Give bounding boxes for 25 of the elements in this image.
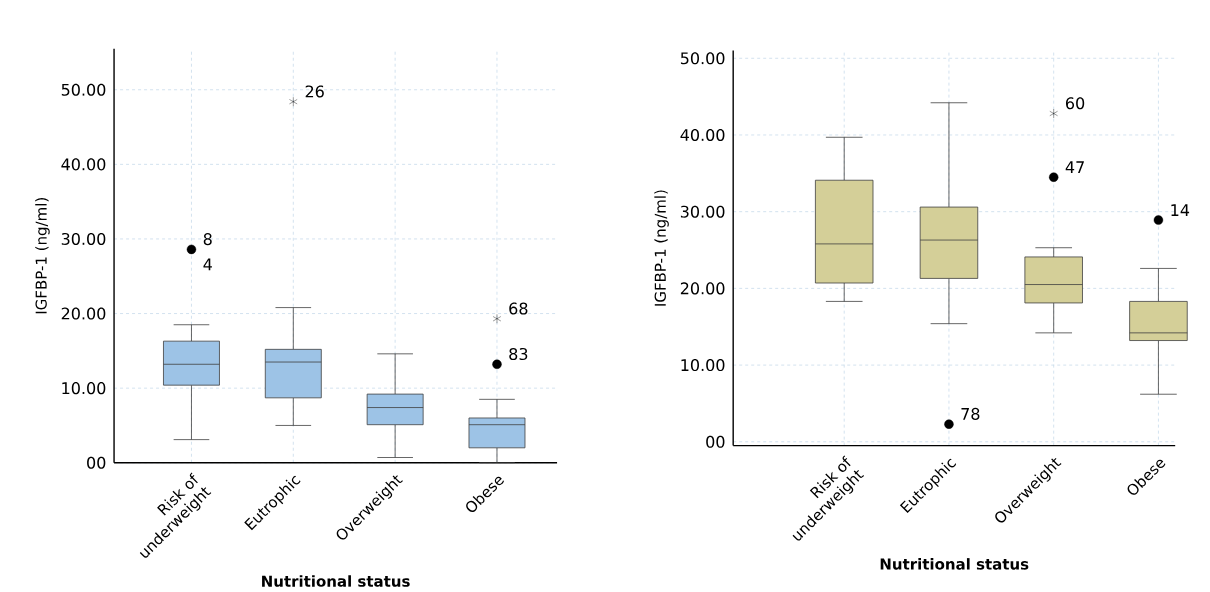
annotation: 8: [203, 233, 212, 246]
y-tick-label: 40.00: [61, 158, 106, 171]
y-tick-label: 00: [706, 435, 725, 448]
y-tick-label: 10.00: [62, 382, 106, 395]
x-axis-title: Nutritional status: [262, 575, 410, 587]
annotation: 4: [203, 258, 212, 271]
y-tick-label: 50.00: [61, 83, 106, 96]
y-tick-label: 00: [87, 456, 106, 469]
y-tick-label: 40.00: [680, 128, 725, 141]
annotation: 47: [1065, 161, 1084, 173]
y-tick-label: 30.00: [680, 205, 725, 218]
y-tick-label: 10.00: [681, 358, 725, 372]
annotation: 78: [961, 407, 980, 420]
annotation: 68: [509, 302, 528, 315]
y-axis-title: IGFBP-1 (ng/ml): [654, 190, 669, 306]
y-tick-label: 50.00: [680, 52, 725, 65]
annotation: 60: [1066, 97, 1085, 110]
annotation: 83: [509, 347, 528, 360]
x-axis-title: Nutritional status: [880, 558, 1029, 570]
y-tick-label: 20.00: [680, 282, 725, 295]
annotation: 14: [1171, 204, 1190, 216]
annotation: 26: [305, 85, 324, 98]
y-tick-label: 20.00: [61, 307, 106, 320]
y-tick-label: 30.00: [61, 232, 106, 245]
y-axis-title: IGFBP-1 (ng/ml): [35, 197, 50, 314]
